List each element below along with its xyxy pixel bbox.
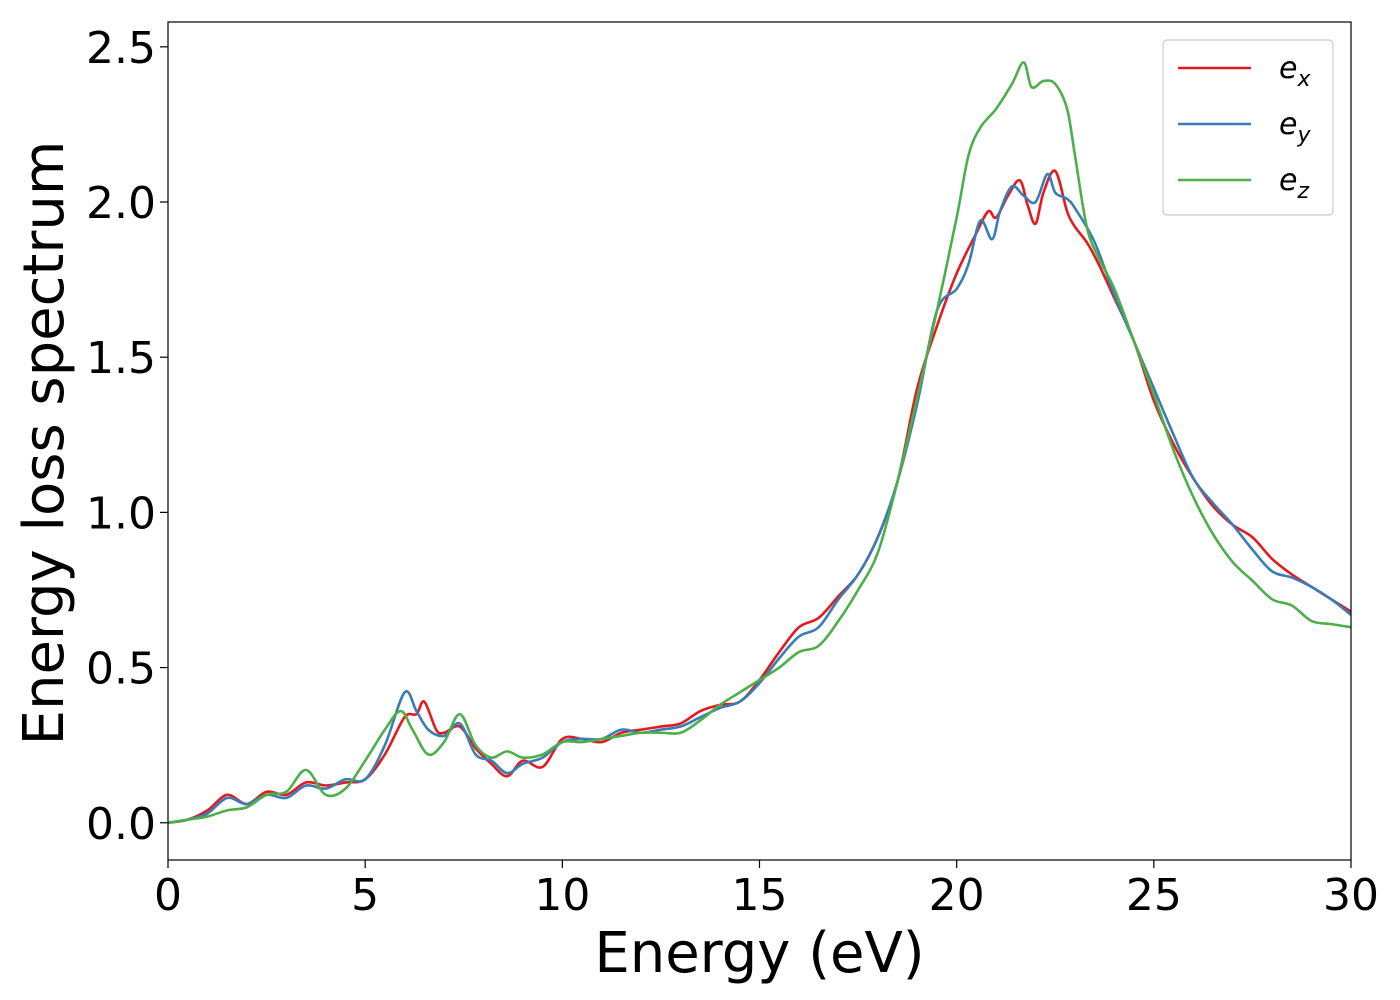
y-tick-label: 2.0 — [86, 178, 156, 229]
y-tick-label: 2.5 — [86, 23, 156, 74]
series-line-y — [168, 172, 1351, 825]
series-line-x — [168, 169, 1351, 825]
x-axis-ticks: 0 5 10 15 20 25 30 — [154, 860, 1379, 921]
y-axis-label: Energy loss spectrum — [12, 141, 77, 746]
x-axis-label: Energy (eV) — [594, 921, 924, 986]
y-tick-label: 1.0 — [86, 488, 156, 539]
plot-lines — [168, 61, 1351, 825]
x-tick-label: 0 — [154, 870, 182, 921]
x-tick-label: 15 — [732, 870, 788, 921]
series-line-z — [168, 61, 1351, 825]
x-tick-label: 30 — [1323, 870, 1379, 921]
x-tick-label: 25 — [1126, 870, 1182, 921]
x-tick-label: 10 — [534, 870, 590, 921]
legend-box — [1162, 39, 1334, 216]
y-tick-label: 0.0 — [86, 799, 156, 850]
y-tick-label: 0.5 — [86, 644, 156, 695]
y-axis-ticks: 0.0 0.5 1.0 1.5 2.0 2.5 — [86, 23, 168, 850]
x-tick-label: 5 — [351, 870, 379, 921]
x-tick-label: 20 — [929, 870, 985, 921]
y-tick-label: 1.5 — [86, 333, 156, 384]
